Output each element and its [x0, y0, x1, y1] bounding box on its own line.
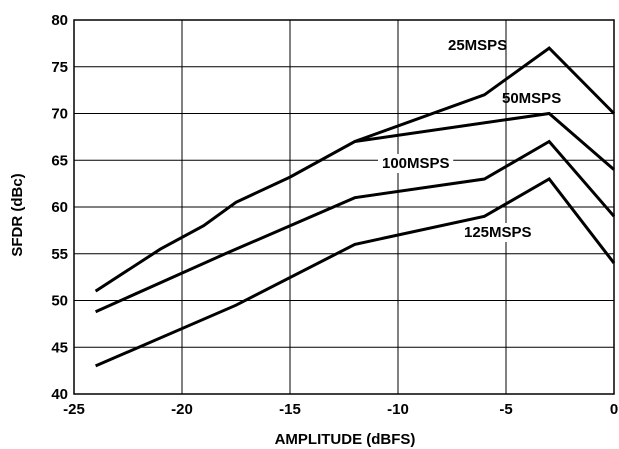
series-lines — [94, 46, 616, 368]
x-tick-label: -15 — [279, 401, 301, 418]
y-tick-label: 45 — [51, 339, 68, 356]
y-tick-label: 80 — [51, 12, 68, 29]
x-tick-label: -10 — [387, 401, 409, 418]
series-line-50msps — [354, 111, 615, 171]
y-axis-label: SFDR (dBc) — [9, 173, 26, 256]
y-tick-label: 65 — [51, 152, 68, 169]
x-tick-label: 0 — [610, 401, 618, 418]
x-tick-label: -25 — [63, 401, 85, 418]
y-tick-label: 70 — [51, 106, 68, 123]
series-label-125msps: 125MSPS — [464, 224, 532, 241]
tick-labels: -25 -20 -15 -10 -5 0 40 45 50 55 60 65 70 75 80 — [51, 12, 618, 418]
plot-frame — [73, 19, 615, 395]
series-line-25msps — [94, 46, 616, 293]
grid-lines — [73, 19, 615, 395]
y-tick-label: 55 — [51, 246, 68, 263]
y-tick-label: 60 — [51, 199, 68, 216]
series-line-125msps — [95, 177, 616, 368]
x-tick-label: -20 — [171, 401, 193, 418]
series-label-background — [378, 154, 454, 173]
series-line-100msps — [94, 139, 616, 314]
y-tick-label: 40 — [51, 386, 68, 403]
series-label-25msps: 25MSPS — [448, 37, 507, 54]
y-tick-label: 75 — [51, 59, 68, 76]
y-tick-label: 50 — [51, 293, 68, 310]
x-axis-label: AMPLITUDE (dBFS) — [275, 431, 416, 448]
series-label-background — [460, 223, 536, 242]
series-label-50msps: 50MSPS — [502, 90, 561, 107]
series-label-100msps: 100MSPS — [382, 155, 450, 172]
series-labels: 25MSPS 50MSPS 100MSPS 125MSPS — [378, 37, 561, 242]
x-tick-label: -5 — [499, 401, 512, 418]
